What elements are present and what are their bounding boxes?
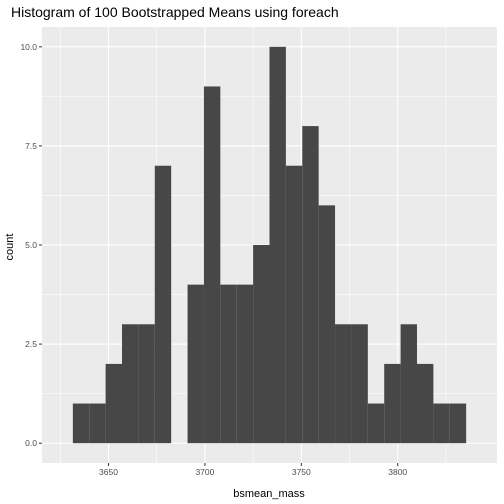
y-tick-label: 5.0 [25, 240, 37, 250]
x-tick-label: 3750 [292, 467, 311, 477]
histogram-bar [203, 86, 221, 444]
x-tick-label: 3700 [195, 467, 214, 477]
y-tick-label: 10.0 [20, 42, 37, 52]
y-tick-label: 7.5 [25, 141, 37, 151]
histogram-bar [269, 46, 286, 444]
y-tick-label: 2.5 [25, 339, 37, 349]
chart-title: Histogram of 100 Bootstrapped Means usin… [11, 4, 339, 20]
histogram-bar [122, 324, 139, 444]
histogram-bar [302, 126, 319, 444]
histogram-bar [72, 403, 90, 444]
histogram-bar [449, 403, 467, 444]
y-axis: 0.0 2.5 5.0 7.5 10.0 [20, 42, 42, 448]
histogram-bars [72, 46, 467, 444]
histogram-bar [416, 363, 434, 444]
y-tick-label: 0.0 [25, 438, 37, 448]
histogram-bar [400, 324, 417, 444]
histogram-bar [138, 324, 155, 444]
x-axis-title: bsmean_mass [233, 488, 305, 500]
histogram-bar [318, 205, 336, 444]
histogram-bar [253, 245, 270, 444]
histogram-bar [384, 363, 401, 444]
histogram-bar [220, 284, 237, 444]
y-axis-title: count [4, 234, 16, 261]
histogram-bar [351, 324, 368, 444]
x-tick-label: 3800 [388, 467, 407, 477]
histogram-bar [105, 363, 123, 444]
x-axis: 3650 3700 3750 3800 [99, 463, 407, 477]
histogram-bar [335, 324, 352, 444]
histogram-bar [285, 165, 303, 444]
histogram-bar [89, 403, 106, 444]
histogram-bar [154, 165, 172, 444]
histogram-bar [433, 403, 450, 444]
histogram-bar [187, 284, 204, 444]
histogram-bar [367, 403, 385, 444]
x-tick-label: 3650 [99, 467, 118, 477]
histogram-bar [236, 284, 254, 444]
